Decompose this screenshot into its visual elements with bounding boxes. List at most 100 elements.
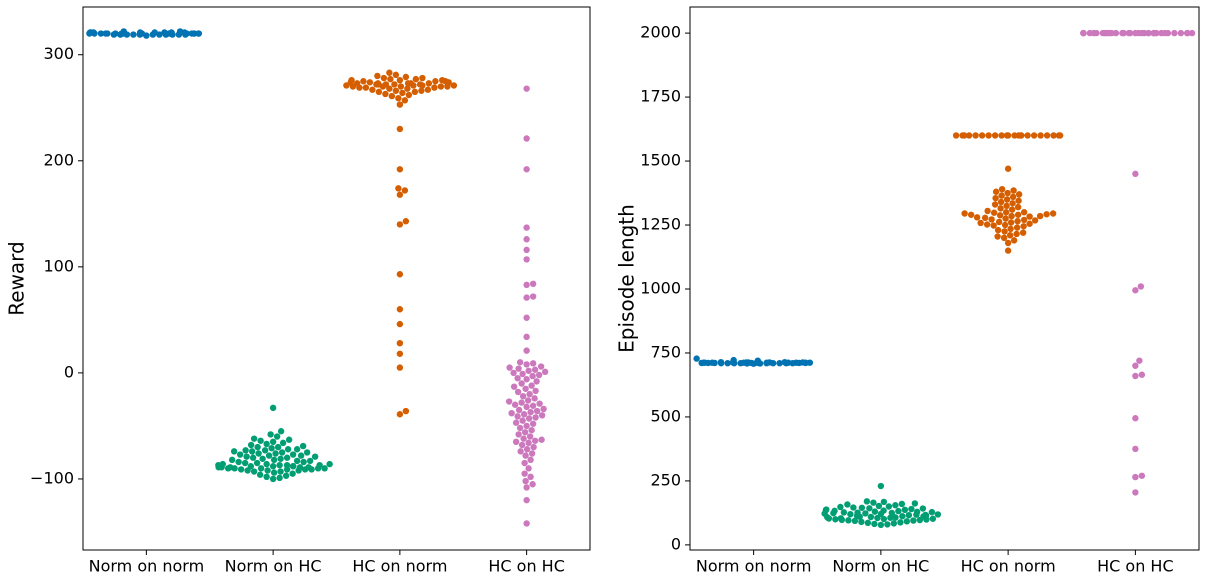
dot bbox=[285, 446, 291, 452]
dot bbox=[243, 453, 249, 459]
dot bbox=[961, 210, 967, 216]
dot bbox=[1008, 213, 1014, 219]
dot bbox=[419, 75, 425, 81]
dot bbox=[395, 185, 401, 191]
dot bbox=[418, 88, 424, 94]
dot bbox=[1001, 228, 1007, 234]
dot bbox=[307, 458, 313, 464]
dot bbox=[1001, 235, 1007, 241]
dot bbox=[1021, 217, 1027, 223]
dot bbox=[525, 465, 531, 471]
dot bbox=[1010, 194, 1016, 200]
dot bbox=[523, 256, 529, 262]
dot bbox=[854, 509, 860, 515]
dot bbox=[530, 444, 536, 450]
dot bbox=[871, 521, 877, 527]
dot bbox=[524, 446, 530, 452]
dot bbox=[1184, 30, 1190, 36]
dot bbox=[972, 132, 978, 138]
dot bbox=[130, 31, 136, 37]
dot bbox=[1015, 204, 1021, 210]
dot bbox=[532, 367, 538, 373]
dot bbox=[527, 457, 533, 463]
dot bbox=[920, 505, 926, 511]
dot bbox=[523, 376, 529, 382]
dot bbox=[511, 383, 517, 389]
dot bbox=[1171, 30, 1177, 36]
dot bbox=[534, 408, 540, 414]
dot bbox=[513, 420, 519, 426]
dot bbox=[523, 294, 529, 300]
dot bbox=[257, 472, 263, 478]
dot bbox=[220, 461, 226, 467]
y-tick-label: 500 bbox=[650, 406, 681, 425]
dot bbox=[693, 355, 699, 361]
dot bbox=[724, 360, 730, 366]
dot bbox=[1132, 415, 1138, 421]
dot bbox=[510, 370, 516, 376]
dot bbox=[1014, 224, 1020, 230]
dot bbox=[844, 501, 850, 507]
dot bbox=[277, 468, 283, 474]
dot bbox=[402, 187, 408, 193]
dot bbox=[1020, 229, 1026, 235]
dot bbox=[520, 435, 526, 441]
dot bbox=[527, 474, 533, 480]
dot bbox=[1015, 212, 1021, 218]
dot bbox=[1004, 196, 1010, 202]
dot bbox=[521, 411, 527, 417]
dot bbox=[530, 293, 536, 299]
x-tick-label: HC on norm bbox=[961, 557, 1056, 576]
dot bbox=[868, 514, 874, 520]
dot bbox=[523, 85, 529, 91]
dot bbox=[1007, 226, 1013, 232]
dot bbox=[859, 505, 865, 511]
dot bbox=[999, 186, 1005, 192]
dot bbox=[268, 445, 274, 451]
dot bbox=[386, 70, 392, 76]
dot bbox=[289, 470, 295, 476]
dot bbox=[280, 440, 286, 446]
dot bbox=[515, 431, 521, 437]
dot bbox=[242, 447, 248, 453]
dot bbox=[906, 512, 912, 518]
dot bbox=[518, 380, 524, 386]
dot bbox=[112, 30, 118, 36]
dot bbox=[1104, 30, 1110, 36]
dot bbox=[1010, 187, 1016, 193]
y-tick-label: 1750 bbox=[640, 87, 681, 106]
dot bbox=[527, 433, 533, 439]
dot bbox=[275, 444, 281, 450]
dot bbox=[528, 382, 534, 388]
dot bbox=[284, 462, 290, 468]
dot bbox=[523, 135, 529, 141]
dot bbox=[878, 483, 884, 489]
dot bbox=[1002, 215, 1008, 221]
dot bbox=[1091, 30, 1097, 36]
dot bbox=[523, 334, 529, 340]
dot bbox=[229, 457, 235, 463]
dot bbox=[522, 429, 528, 435]
dot bbox=[889, 510, 895, 516]
dot bbox=[397, 101, 403, 107]
dot bbox=[1026, 213, 1032, 219]
dot bbox=[526, 415, 532, 421]
dot bbox=[1043, 211, 1049, 217]
dot bbox=[513, 439, 519, 445]
dot bbox=[515, 389, 521, 395]
dot bbox=[1178, 30, 1184, 36]
dot bbox=[730, 357, 736, 363]
dot bbox=[522, 452, 528, 458]
dot bbox=[837, 504, 843, 510]
dot bbox=[531, 395, 537, 401]
dot bbox=[523, 247, 529, 253]
dot bbox=[922, 512, 928, 518]
dot bbox=[897, 519, 903, 525]
dot bbox=[391, 81, 397, 87]
dot bbox=[276, 475, 282, 481]
dot bbox=[294, 458, 300, 464]
dot bbox=[519, 442, 525, 448]
dot bbox=[1050, 210, 1056, 216]
dot bbox=[532, 438, 538, 444]
dot bbox=[990, 222, 996, 228]
